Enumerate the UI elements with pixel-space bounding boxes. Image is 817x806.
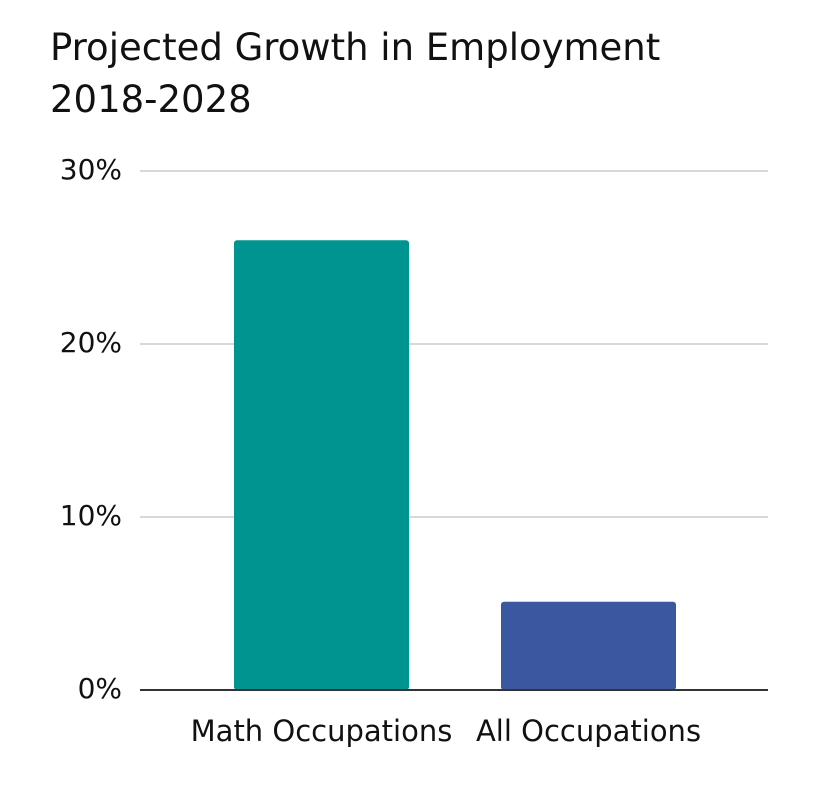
x-tick-label: All Occupations: [475, 714, 702, 748]
y-tick-label: 0%: [78, 672, 122, 705]
x-tick-label: Math Occupations: [190, 714, 453, 748]
y-tick-label: 20%: [60, 326, 122, 359]
bar: [234, 240, 409, 690]
chart-title: Projected Growth in Employment 2018-2028: [50, 26, 661, 121]
y-tick-label: 10%: [60, 499, 122, 532]
bar: [501, 601, 676, 690]
y-tick-label: 30%: [60, 153, 122, 186]
